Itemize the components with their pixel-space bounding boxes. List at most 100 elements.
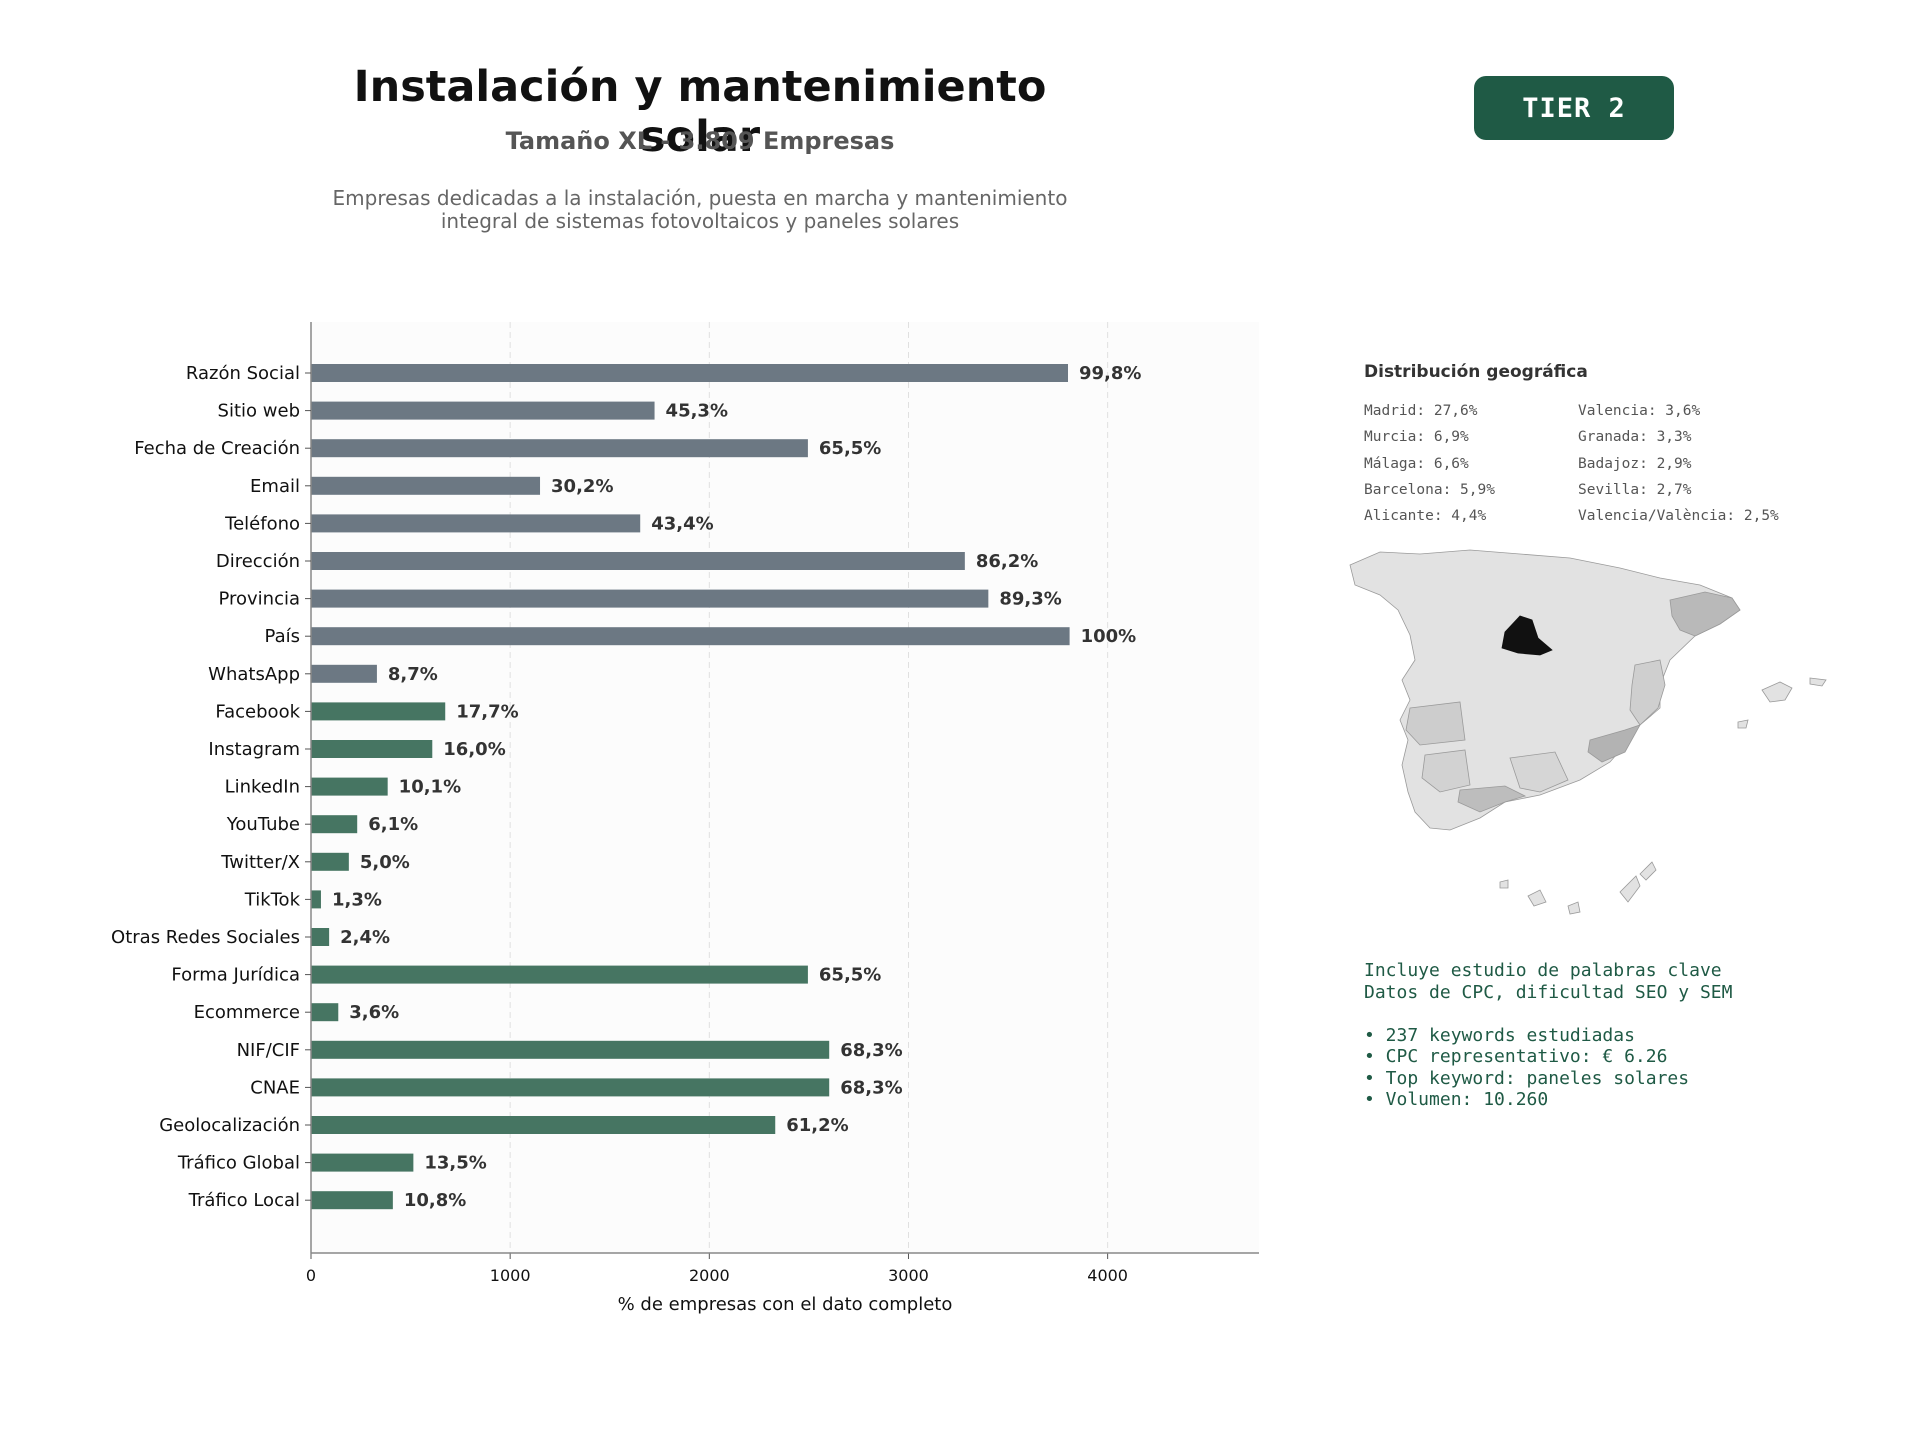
x-tick-label: 1000: [490, 1266, 531, 1285]
page-description: Empresas dedicadas a la instalación, pue…: [310, 187, 1090, 233]
bar-value-label: 68,3%: [840, 1040, 902, 1061]
bar-value-label: 65,5%: [819, 965, 881, 986]
y-tick-label: Geolocalización: [159, 1115, 300, 1136]
granada-region: [1509, 751, 1569, 793]
balearic-ibiza: [1737, 719, 1749, 729]
y-tick-label: Otras Redes Sociales: [111, 927, 300, 948]
keywords-bullet: • 237 keywords estudiadas: [1364, 1024, 1635, 1046]
bar: [311, 589, 989, 608]
bar: [311, 702, 446, 721]
y-tick-label: Teléfono: [224, 513, 300, 534]
bar: [311, 1040, 830, 1059]
bar-value-label: 13,5%: [424, 1153, 486, 1174]
y-tick-label: YouTube: [226, 814, 300, 835]
y-tick-label: Facebook: [215, 701, 300, 722]
catalonia-region: [1669, 591, 1741, 637]
geo-item: Alicante: 4,4%: [1364, 508, 1487, 525]
bar: [311, 928, 330, 946]
bar: [311, 815, 358, 834]
bar: [311, 1003, 339, 1022]
y-tick-label: Ecommerce: [194, 1002, 300, 1023]
bar-value-label: 10,1%: [399, 777, 461, 798]
bar: [311, 890, 321, 909]
bar-value-label: 6,1%: [368, 814, 418, 835]
bar: [311, 1116, 776, 1134]
bar-value-label: 61,2%: [786, 1115, 848, 1136]
bar: [311, 852, 349, 871]
bar: [311, 364, 1069, 382]
bar-value-label: 65,5%: [819, 438, 881, 459]
description-line-2: integral de sistemas fotovoltaicos y pan…: [440, 209, 960, 233]
bar: [311, 965, 808, 984]
geo-item: Murcia: 6,9%: [1364, 429, 1469, 446]
bar: [311, 552, 965, 570]
bar: [311, 1153, 414, 1172]
balearic-islands: [1761, 681, 1793, 703]
geo-item: Valencia: 3,6%: [1578, 403, 1701, 419]
axis-layer: 0 1000 2000 3000 4000 Razón Social Sitio web Fe…: [111, 322, 1259, 1285]
canary-island: [1567, 901, 1581, 915]
geo-item: Badajoz: 2,9%: [1578, 455, 1692, 472]
y-tick-label: Fecha de Creación: [134, 438, 300, 459]
geo-item: Barcelona: 5,9%: [1364, 481, 1495, 498]
bar-value-label: 5,0%: [360, 852, 410, 873]
y-tick-label: Provincia: [218, 589, 300, 610]
valencia-region: [1629, 659, 1666, 726]
bar: [311, 664, 377, 683]
madrid-region: [1501, 615, 1553, 656]
bar: [311, 1078, 830, 1097]
keywords-bullet: • Volumen: 10.260: [1364, 1089, 1549, 1110]
bar-layer: 99,8% 45,3% 65,5% 30,2% 43,4% 86,2% 89,3% 100% 8…: [311, 363, 1141, 1211]
bar-value-label: 43,4%: [651, 513, 713, 534]
y-tick-label: País: [265, 626, 300, 647]
page-subtitle: Tamaño XL - 3.809 Empresas: [505, 127, 895, 155]
bar-value-label: 30,2%: [551, 476, 613, 497]
y-tick-label: TikTok: [244, 889, 301, 910]
geo-item: Sevilla: 2,7%: [1578, 481, 1692, 498]
y-tick-label: Twitter/X: [220, 852, 300, 873]
y-tick-label: CNAE: [250, 1077, 300, 1098]
bar-value-label: 45,3%: [666, 401, 728, 422]
bar-value-label: 17,7%: [456, 701, 518, 722]
y-tick-label: Tráfico Global: [177, 1153, 300, 1174]
tier-badge: TIER 2: [1474, 76, 1674, 140]
canary-island: [1639, 861, 1657, 881]
bar-value-label: 3,6%: [349, 1002, 399, 1023]
y-tick-label: Razón Social: [186, 363, 300, 384]
bar: [311, 401, 655, 420]
badajoz-region: [1405, 701, 1466, 746]
bar-value-label: 1,3%: [332, 889, 382, 910]
bar-value-label: 89,3%: [999, 589, 1061, 610]
bar-value-label: 86,2%: [976, 551, 1038, 572]
canary-island: [1619, 875, 1641, 903]
keywords-bullet: • CPC representativo: € 6.26: [1364, 1046, 1668, 1067]
y-tick-label: Instagram: [208, 739, 300, 760]
bar: [311, 1191, 393, 1210]
bar-chart: 99,8% 45,3% 65,5% 30,2% 43,4% 86,2% 89,3% 100% 8…: [111, 322, 1259, 1315]
bar-value-label: 10,8%: [404, 1190, 466, 1211]
bar-value-label: 99,8%: [1079, 363, 1141, 384]
bar: [311, 476, 541, 495]
geo-list: Madrid: 27,6% Valencia: 3,6% Murcia: 6,9…: [1364, 398, 1824, 529]
y-tick-label: Forma Jurídica: [171, 965, 300, 986]
keywords-line-2: Datos de CPC, dificultad SEO y SEM: [1364, 981, 1733, 1003]
bar: [311, 439, 808, 458]
bar-value-label: 100%: [1081, 626, 1137, 647]
x-tick-label: 4000: [1087, 1266, 1128, 1285]
canary-island: [1527, 889, 1547, 907]
bar-value-label: 2,4%: [340, 927, 390, 948]
sevilla-region: [1421, 749, 1471, 793]
y-tick-label: LinkedIn: [225, 777, 300, 798]
bar: [311, 514, 641, 533]
keywords-info: Incluye estudio de palabras clave Datos …: [1364, 960, 1732, 1111]
bar: [311, 777, 388, 796]
y-tick-label: Dirección: [216, 551, 300, 572]
geo-title: Distribución geográfica: [1364, 362, 1588, 382]
keywords-bullet: • Top keyword: paneles solares: [1364, 1067, 1690, 1089]
bar: [311, 740, 433, 758]
malaga-region: [1457, 785, 1527, 813]
bar-value-label: 16,0%: [443, 739, 505, 760]
geo-item: Valencia/València: 2,5%: [1578, 508, 1779, 525]
geo-item: Granada: 3,3%: [1578, 429, 1692, 446]
geo-item: Madrid: 27,6%: [1364, 403, 1478, 419]
